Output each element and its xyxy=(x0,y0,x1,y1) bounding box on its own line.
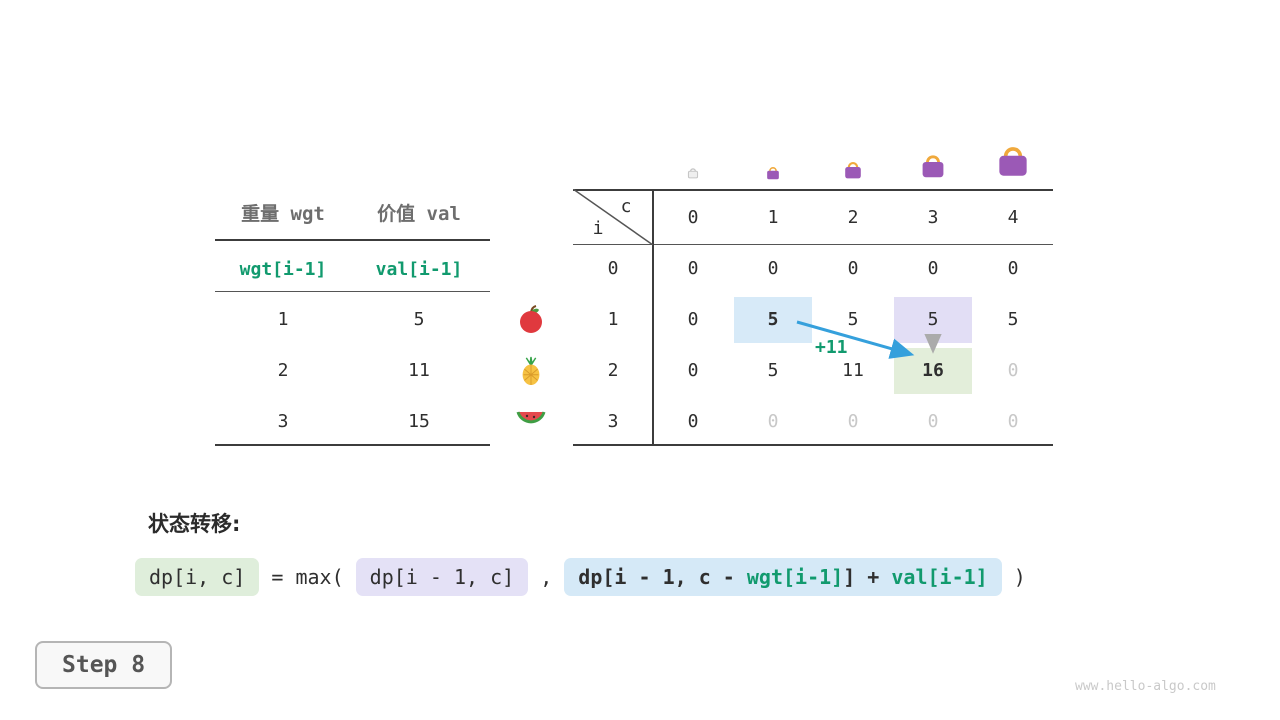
corner-row-label: i xyxy=(592,218,604,239)
plus-value-annotation: +11 xyxy=(815,337,848,358)
wgt-formula-cell: wgt[i-1] xyxy=(239,259,327,280)
dp-table-corner-diagonal xyxy=(573,189,653,245)
dp-col-header-0: 0 xyxy=(687,207,699,228)
value-cell-1: 5 xyxy=(413,309,425,330)
dp-col-header-4: 4 xyxy=(1007,207,1019,228)
bag-icon-empty xyxy=(687,168,699,179)
dp-cell-3-4: 0 xyxy=(1007,411,1019,432)
dp-cell-0-3: 0 xyxy=(927,258,939,279)
bag-icon-medium xyxy=(845,162,861,179)
formula-take-term: dp[i - 1, c - wgt[i-1]] + val[i-1] xyxy=(564,558,1002,596)
dp-cell-2-0: 0 xyxy=(687,360,699,381)
formula-comma: , xyxy=(528,565,565,589)
formula-skip-term: dp[i - 1, c] xyxy=(355,558,529,596)
weight-cell-2: 2 xyxy=(277,360,289,381)
weight-cell-1: 1 xyxy=(277,309,289,330)
dp-cell-1-4: 5 xyxy=(1007,309,1019,330)
value-column-header: 价值 val xyxy=(377,203,461,225)
watermelon-icon xyxy=(516,411,546,424)
dp-cell-1-1: 5 xyxy=(767,309,779,330)
dp-cell-0-0: 0 xyxy=(687,258,699,279)
take-term-mid: ] + xyxy=(843,565,892,589)
dp-cell-1-2: 5 xyxy=(847,309,859,330)
apple-icon xyxy=(520,305,542,333)
formula-close-paren: ) xyxy=(1001,565,1026,589)
dp-cell-1-0: 0 xyxy=(687,309,699,330)
dp-row-header-3: 3 xyxy=(607,411,619,432)
formula-max-open: = max( xyxy=(259,565,356,589)
weight-cell-3: 3 xyxy=(277,411,289,432)
dp-col-header-2: 2 xyxy=(847,207,859,228)
dp-cell-0-1: 0 xyxy=(767,258,779,279)
weight-column-header: 重量 wgt xyxy=(241,203,325,225)
pineapple-icon xyxy=(522,356,540,385)
step-badge: Step 8 xyxy=(35,641,173,689)
corner-col-label: c xyxy=(620,196,632,217)
dp-table-vertical-rule xyxy=(652,189,654,445)
val-formula-cell: val[i-1] xyxy=(375,259,463,280)
value-cell-3: 15 xyxy=(408,411,430,432)
value-cell-2: 11 xyxy=(408,360,430,381)
left-table-mid-rule xyxy=(215,291,490,292)
dp-cell-2-3: 16 xyxy=(922,360,944,381)
dp-cell-1-3: 5 xyxy=(927,309,939,330)
dp-cell-3-0: 0 xyxy=(687,411,699,432)
formula-current-term: dp[i, c] xyxy=(135,558,260,596)
take-term-val: val[i-1] xyxy=(891,565,988,589)
dp-row-header-0: 0 xyxy=(607,258,619,279)
transfer-formula: dp[i, c] = max( dp[i - 1, c] , dp[i - 1,… xyxy=(135,558,1026,596)
dp-row-header-2: 2 xyxy=(607,360,619,381)
left-table-bottom-rule xyxy=(215,444,490,446)
dp-table-top-rule xyxy=(573,189,1053,191)
dp-col-header-1: 1 xyxy=(767,207,779,228)
dp-cell-0-2: 0 xyxy=(847,258,859,279)
dp-table-header-rule xyxy=(573,244,1053,245)
left-table-top-rule xyxy=(215,239,490,241)
watermark: www.hello-algo.com xyxy=(1075,679,1216,694)
bag-icon-xlarge xyxy=(999,147,1027,176)
bag-icon-small xyxy=(767,167,779,180)
dp-cell-3-1: 0 xyxy=(767,411,779,432)
dp-cell-2-4: 0 xyxy=(1007,360,1019,381)
dp-cell-2-2: 11 xyxy=(842,360,864,381)
dp-cell-0-4: 0 xyxy=(1007,258,1019,279)
transfer-label: 状态转移: xyxy=(148,512,241,536)
take-term-prefix: dp[i - 1, c - xyxy=(578,565,747,589)
dp-cell-3-2: 0 xyxy=(847,411,859,432)
dp-table-bottom-rule xyxy=(573,444,1053,446)
dp-cell-3-3: 0 xyxy=(927,411,939,432)
dp-cell-2-1: 5 xyxy=(767,360,779,381)
bag-icon-large xyxy=(922,155,944,178)
dp-col-header-3: 3 xyxy=(927,207,939,228)
dp-row-header-1: 1 xyxy=(607,309,619,330)
take-term-wgt: wgt[i-1] xyxy=(746,565,844,589)
